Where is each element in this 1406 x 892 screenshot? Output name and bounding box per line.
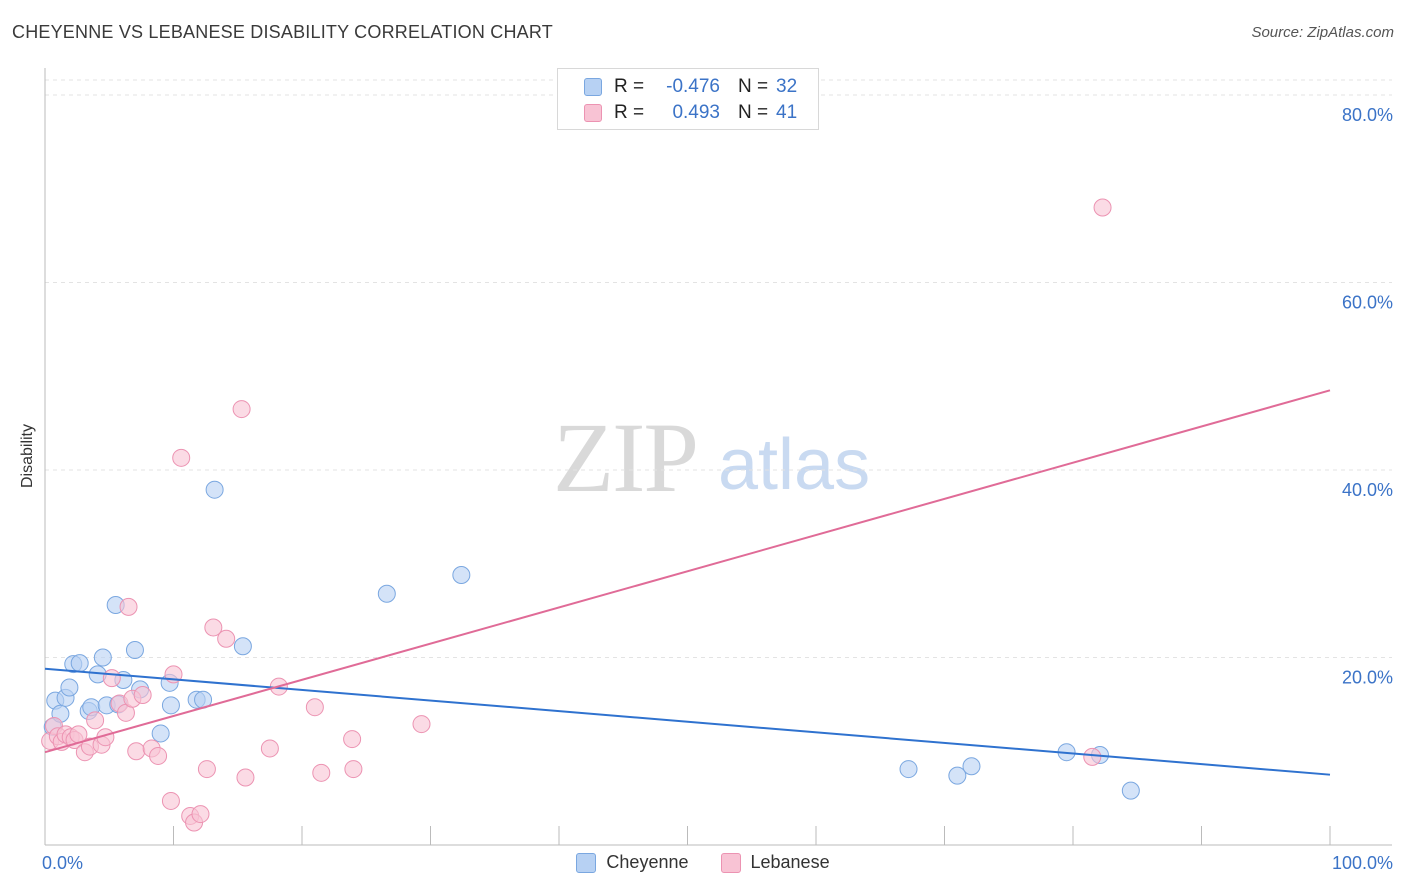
r-value: 0.493 bbox=[672, 102, 720, 123]
x-tick-label: 0.0% bbox=[42, 853, 83, 873]
cheyenne-point bbox=[70, 654, 89, 673]
cheyenne-point bbox=[233, 637, 252, 656]
r-label: R = bbox=[614, 102, 645, 123]
lebanese-point bbox=[412, 715, 431, 734]
r-label: R = bbox=[614, 76, 645, 97]
watermark-logo-atlas: atlas bbox=[718, 425, 871, 505]
cheyenne-point bbox=[899, 760, 918, 779]
lebanese-point bbox=[344, 760, 363, 779]
lebanese-point bbox=[119, 597, 138, 616]
legend-item-lebanese[interactable]: Lebanese bbox=[720, 852, 830, 873]
lebanese-point bbox=[217, 629, 236, 648]
legend-label-cheyenne: Cheyenne bbox=[606, 852, 689, 872]
y-axis-label: Disability bbox=[19, 423, 36, 489]
lebanese-swatch bbox=[720, 852, 741, 873]
cheyenne-point bbox=[962, 757, 981, 776]
lebanese-point bbox=[172, 448, 191, 467]
lebanese-point bbox=[197, 760, 216, 779]
lebanese-point bbox=[86, 711, 105, 730]
lebanese-point bbox=[102, 669, 121, 688]
lebanese-trend-line bbox=[44, 389, 1331, 754]
lebanese-point bbox=[204, 618, 223, 637]
cheyenne-point bbox=[161, 696, 180, 715]
lebanese-point bbox=[305, 698, 324, 717]
lebanese-point bbox=[236, 768, 255, 787]
n-label: N = bbox=[738, 102, 769, 123]
y-tick-label: 60.0% bbox=[1342, 293, 1393, 313]
cheyenne-point bbox=[205, 480, 224, 499]
lebanese-point bbox=[191, 805, 210, 824]
x-tick-label: 100.0% bbox=[1332, 853, 1393, 873]
lebanese-point bbox=[133, 686, 152, 704]
lebanese-point bbox=[232, 400, 251, 419]
legend-row-lebanese: R = 0.493 N = 41 bbox=[584, 101, 797, 125]
lebanese-point bbox=[161, 791, 180, 810]
cheyenne-swatch bbox=[584, 78, 602, 96]
lebanese-point bbox=[260, 739, 279, 758]
cheyenne-point bbox=[948, 766, 967, 785]
n-value: 41 bbox=[776, 102, 798, 123]
y-tick-label: 40.0% bbox=[1342, 480, 1393, 500]
cheyenne-point bbox=[93, 648, 112, 667]
n-label: N = bbox=[738, 76, 769, 97]
source-credit: Source: ZipAtlas.com bbox=[1251, 24, 1394, 41]
cheyenne-point bbox=[60, 678, 79, 697]
legend-item-cheyenne[interactable]: Cheyenne bbox=[576, 852, 689, 873]
lebanese-point bbox=[1093, 198, 1112, 217]
cheyenne-point bbox=[151, 724, 170, 743]
cheyenne-point bbox=[1121, 781, 1140, 800]
chart-title: CHEYENNE VS LEBANESE DISABILITY CORRELAT… bbox=[12, 22, 553, 42]
correlation-legend: R = -0.476 N = 32 R = 0.493 N = 41 bbox=[557, 68, 819, 130]
lebanese-point bbox=[127, 742, 146, 761]
series-legend: Cheyenne Lebanese bbox=[0, 852, 1406, 873]
y-tick-label: 80.0% bbox=[1342, 105, 1393, 125]
cheyenne-swatch bbox=[576, 852, 597, 873]
lebanese-point bbox=[312, 763, 331, 782]
n-value: 32 bbox=[776, 76, 798, 97]
watermark-logo-zip: ZIP bbox=[553, 402, 699, 513]
r-value: -0.476 bbox=[666, 76, 720, 97]
lebanese-swatch bbox=[584, 104, 602, 122]
cheyenne-point bbox=[452, 566, 471, 584]
cheyenne-point bbox=[125, 641, 144, 659]
legend-row-cheyenne: R = -0.476 N = 32 bbox=[584, 75, 797, 99]
legend-label-lebanese: Lebanese bbox=[750, 852, 830, 872]
cheyenne-point bbox=[377, 584, 396, 603]
y-tick-label: 20.0% bbox=[1342, 668, 1393, 688]
lebanese-point bbox=[149, 746, 168, 765]
cheyenne-trend-line bbox=[44, 667, 1331, 776]
lebanese-point bbox=[1083, 747, 1102, 766]
lebanese-point bbox=[343, 730, 362, 749]
